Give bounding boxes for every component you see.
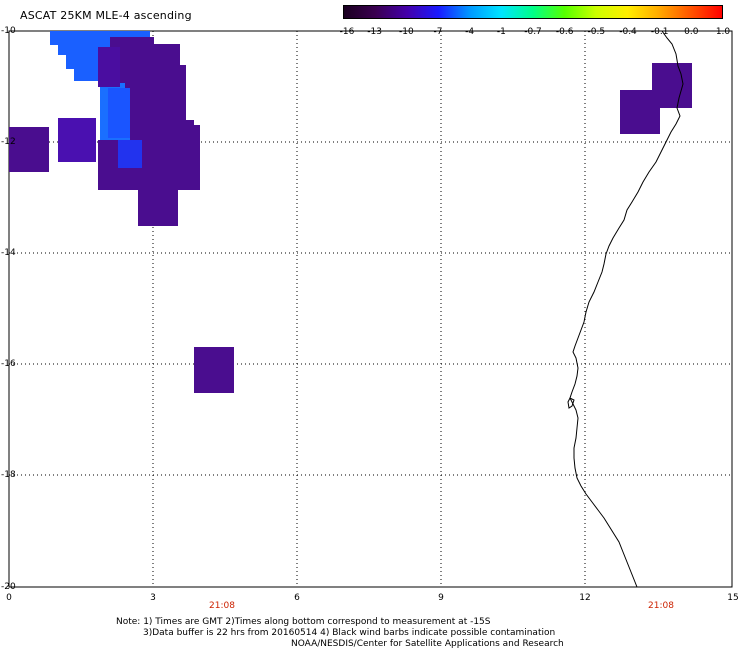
colorbar-tick-label: -1 bbox=[496, 27, 506, 37]
colorbar-tick-label: -0.4 bbox=[619, 27, 637, 37]
colorbar-tick-label: -13 bbox=[367, 27, 383, 37]
colorbar bbox=[343, 5, 723, 19]
data-cell bbox=[9, 127, 49, 172]
colorbar-tick-label: -4 bbox=[465, 27, 475, 37]
lon-label-0: 0 bbox=[6, 593, 12, 603]
lon-label-6: 6 bbox=[294, 593, 300, 603]
data-cell bbox=[194, 347, 234, 393]
colorbar-tick-label: -0.7 bbox=[524, 27, 542, 37]
plot-frame bbox=[8, 30, 733, 588]
lon-label-9: 9 bbox=[438, 593, 444, 603]
lat-label-14: -14 bbox=[1, 248, 16, 258]
note-line-2: 3)Data buffer is 22 hrs from 20160514 4)… bbox=[143, 628, 556, 638]
data-cell bbox=[125, 65, 180, 125]
data-cell bbox=[138, 190, 178, 226]
wind-data-cells bbox=[9, 31, 692, 393]
colorbar-tick-label: -16 bbox=[339, 27, 355, 37]
time-label-right: 21:08 bbox=[648, 601, 674, 611]
lon-label-12: 12 bbox=[579, 593, 591, 603]
colorbar-tick-label: -7 bbox=[433, 27, 443, 37]
coastline bbox=[569, 30, 684, 588]
colorbar-tick-label: -0.1 bbox=[650, 27, 669, 37]
colorbar-tick-label: -0.5 bbox=[587, 27, 606, 37]
lat-label-16: -16 bbox=[1, 359, 16, 369]
note-line-1: Note: 1) Times are GMT 2)Times along bot… bbox=[116, 617, 491, 627]
colorbar-tick-label: 0.0 bbox=[684, 27, 699, 37]
data-cell bbox=[108, 88, 130, 138]
lon-label-3: 3 bbox=[150, 593, 156, 603]
map-title: ASCAT 25KM MLE-4 ascending bbox=[20, 9, 192, 22]
note-line-3: NOAA/NESDIS/Center for Satellite Applica… bbox=[291, 639, 564, 649]
time-label-left: 21:08 bbox=[209, 601, 235, 611]
data-cell bbox=[58, 118, 96, 162]
lat-label-10: -10 bbox=[1, 26, 16, 36]
data-cell bbox=[118, 140, 142, 168]
lat-label-20: -20 bbox=[1, 582, 16, 592]
lat-label-18: -18 bbox=[1, 470, 16, 480]
data-cell bbox=[620, 90, 660, 134]
colorbar-tick-label: 1.0 bbox=[715, 27, 731, 37]
coastline-inlet bbox=[567, 397, 575, 409]
lon-label-15: 15 bbox=[727, 593, 739, 603]
data-cell bbox=[180, 65, 186, 120]
colorbar-tick-label: -0.6 bbox=[555, 27, 574, 37]
colorbar-tick-label: -10 bbox=[398, 27, 414, 37]
lat-label-12: -12 bbox=[1, 137, 16, 147]
data-cell bbox=[98, 47, 120, 87]
